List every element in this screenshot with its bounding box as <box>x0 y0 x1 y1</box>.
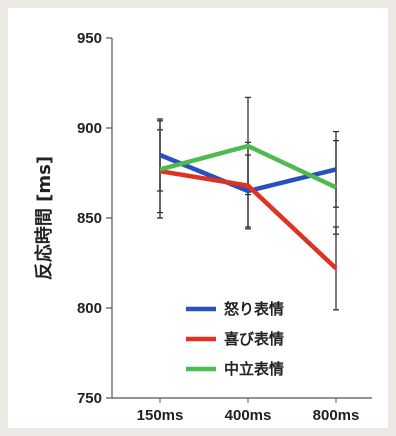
legend-label: 中立表情 <box>224 360 284 378</box>
y-ticks: 750 800 850 900 950 <box>77 30 112 407</box>
chart-frame <box>8 8 388 428</box>
series-line-1 <box>159 152 337 194</box>
y-tick-label: 750 <box>77 390 102 407</box>
legend-item: 喜び表情 <box>186 330 284 348</box>
y-tick-label: 800 <box>77 300 102 317</box>
legend-label: 怒り表情 <box>224 300 284 318</box>
series-line-2 <box>159 168 338 271</box>
y-tick-label: 950 <box>77 30 102 47</box>
series-line-3 <box>159 143 337 190</box>
x-tick-label: 800ms <box>313 407 360 424</box>
legend-item: 怒り表情 <box>186 300 284 318</box>
x-tick-label: 400ms <box>225 407 272 424</box>
y-tick-label: 900 <box>77 120 102 137</box>
series-lines <box>159 143 338 271</box>
legend-label: 喜び表情 <box>224 330 284 348</box>
y-axis-title: 反応時間 [ms] <box>33 156 55 280</box>
y-tick-label: 850 <box>77 210 102 227</box>
legend-item: 中立表情 <box>186 360 284 378</box>
x-ticks: 150ms 400ms 800ms <box>137 398 360 424</box>
error-bars <box>157 96 339 311</box>
x-tick-label: 150ms <box>137 407 184 424</box>
